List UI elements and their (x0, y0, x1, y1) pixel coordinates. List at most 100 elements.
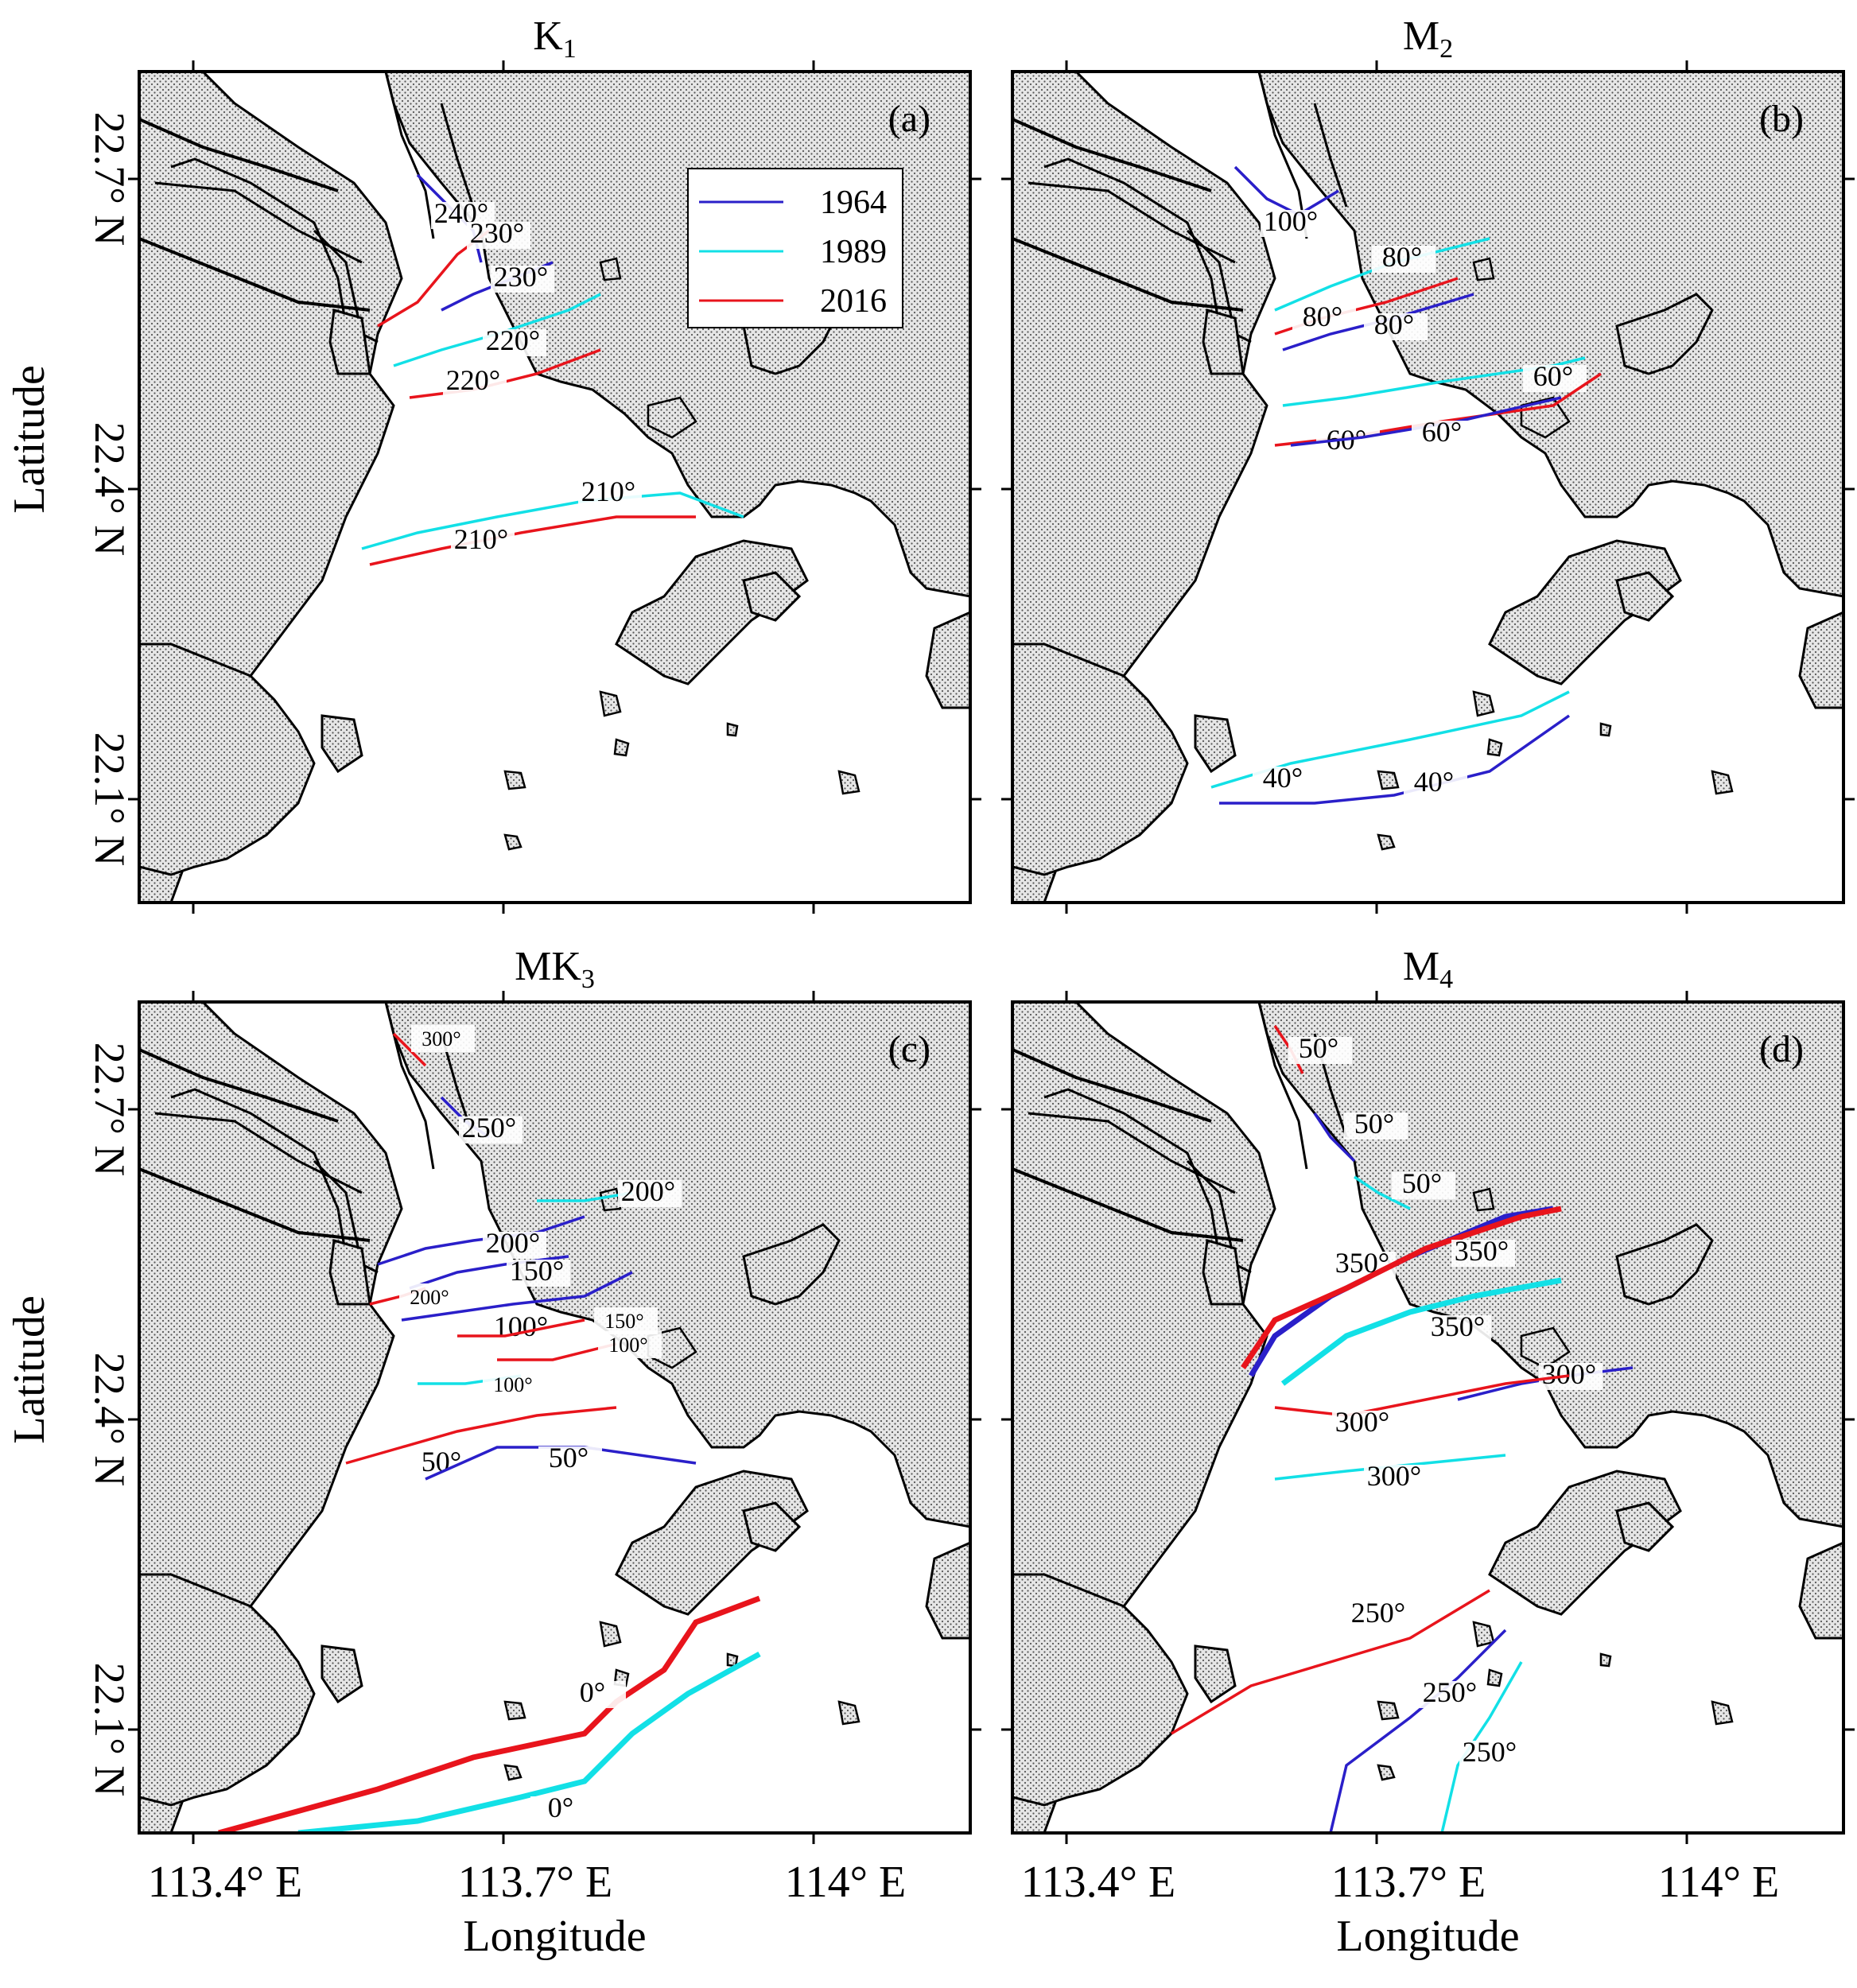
contour-line-1989 (361, 491, 744, 550)
contour-line-1964 (377, 1215, 585, 1266)
legend: 1964 1989 2016 (687, 168, 903, 328)
contour-label: 250° (1423, 1676, 1477, 1708)
panel-label: (b) (1759, 98, 1804, 140)
y-tick-label: 22.4° N (86, 1353, 134, 1487)
panel-d: 50°50°50°350° 350°350°300°300°300°250°250… (1001, 944, 1855, 1844)
contour-label: 100° (1264, 205, 1318, 237)
contour-label: 250° (462, 1112, 516, 1143)
contour-line-2016 (345, 1406, 617, 1465)
legend-label: 2016 (820, 283, 887, 320)
contour-label: 60° (1533, 360, 1573, 392)
contour-line-2016 (1171, 1589, 1490, 1735)
contour-line-1964 (1282, 293, 1474, 351)
contour-label: 150° (604, 1310, 643, 1333)
y-tick-label: 22.1° N (86, 732, 134, 867)
x-tick-label: 113.7° E (458, 1858, 613, 1907)
contour-label: 50° (1299, 1032, 1338, 1064)
contour-label: 0° (580, 1676, 605, 1708)
contour-label: 300° (1542, 1358, 1596, 1390)
contour-line-1964 (1290, 396, 1562, 447)
contour-label: 200° (621, 1175, 675, 1207)
contour-line-1964 (401, 1271, 633, 1322)
contour-label: 50° (1402, 1167, 1442, 1199)
contour-label: 200° (486, 1227, 540, 1259)
contour-label: 300° (422, 1027, 460, 1050)
y-tick-label: 22.1° N (86, 1663, 134, 1797)
panel-b: 100°80°80° 80°60°60° 60°40° 40°M2(b) (1001, 14, 1855, 914)
x-tick-label: 113.4° E (148, 1858, 303, 1907)
contour-label: 80° (1303, 301, 1342, 332)
contour-label: 250° (1463, 1736, 1517, 1768)
contour-label: 210° (454, 523, 508, 555)
contour-label: 350° (1431, 1310, 1485, 1342)
contour-label: 100° (493, 1373, 532, 1396)
panel-frame (1011, 1000, 1845, 1835)
contour-label: 200° (410, 1286, 449, 1309)
panel-title: M4 (1403, 944, 1453, 994)
contour-label: 230° (470, 217, 524, 249)
contour-label: 220° (446, 364, 500, 396)
contour-label: 230° (494, 261, 548, 293)
panel-label: (c) (888, 1028, 930, 1070)
contour-line-1989 (1280, 1277, 1562, 1386)
contour-label: 40° (1263, 762, 1303, 794)
panel-title: K1 (533, 14, 577, 64)
legend-label: 1964 (820, 184, 887, 221)
panel-a: 240°230°230°220°220°210°210°K1(a)1964198… (128, 14, 981, 914)
panel-title: M2 (1403, 14, 1453, 64)
contour-label: 350° (1335, 1247, 1389, 1279)
panel-frame (138, 70, 972, 904)
contour-label: 100° (494, 1310, 548, 1342)
contour-line-1964 (1329, 1629, 1507, 1833)
x-axis-label: Longitude (1336, 1912, 1519, 1961)
x-tick-label: 114° E (785, 1858, 907, 1907)
contour-line-1989 (1274, 237, 1490, 312)
contour-label: 350° (1455, 1235, 1509, 1267)
contour-label: 220° (486, 324, 540, 356)
y-tick-label: 22.7° N (86, 1043, 134, 1177)
contour-label: 300° (1367, 1460, 1421, 1492)
y-axis-label: Latitude (5, 365, 54, 514)
y-tick-label: 22.4° N (86, 422, 134, 557)
contour-label: 80° (1382, 241, 1422, 273)
panel-frame (1011, 70, 1845, 904)
contour-label: 0° (548, 1792, 573, 1823)
panel-label: (d) (1759, 1028, 1804, 1070)
contour-label: 300° (1335, 1406, 1389, 1438)
x-tick-label: 113.4° E (1021, 1858, 1176, 1907)
contour-label: 150° (510, 1255, 564, 1287)
contour-line-2016 (457, 1318, 585, 1338)
contour-label: 50° (549, 1442, 589, 1474)
contour-line-1989 (1354, 1175, 1411, 1210)
contour-label: 250° (1351, 1597, 1405, 1629)
contour-label: 40° (1414, 766, 1454, 798)
contour-line-2016 (369, 515, 696, 566)
contour-line-1964 (1219, 714, 1571, 805)
panel-frame (138, 1000, 972, 1835)
y-tick-label: 22.7° N (86, 112, 134, 247)
contour-label: 80° (1374, 309, 1414, 340)
legend-label: 1989 (820, 234, 887, 270)
panel-label: (a) (888, 98, 930, 140)
panel-title: MK3 (515, 944, 595, 994)
y-axis-label: Latitude (5, 1295, 54, 1444)
contour-line-2016 (497, 1342, 617, 1361)
contour-label: 210° (581, 476, 635, 507)
x-tick-label: 114° E (1658, 1858, 1780, 1907)
contour-label: 100° (608, 1334, 647, 1357)
contour-label: 60° (1422, 416, 1462, 448)
contour-line-2016 (218, 1595, 761, 1833)
panel-c: 300°250°200°200°150°200°100° 150°100°100°… (128, 944, 981, 1844)
contour-line-1964 (1313, 1112, 1356, 1163)
contour-line-1989 (537, 1191, 633, 1202)
contour-line-1964 (1233, 165, 1339, 216)
x-tick-label: 113.7° E (1331, 1858, 1486, 1907)
x-axis-label: Longitude (463, 1912, 646, 1961)
contour-line-1989 (1282, 356, 1586, 407)
contour-line-2016 (1274, 1374, 1570, 1417)
contour-line-1989 (297, 1651, 761, 1833)
contour-line-2016 (392, 1032, 427, 1067)
contour-line-2016 (1241, 1206, 1562, 1369)
contour-label: 50° (1354, 1108, 1394, 1140)
